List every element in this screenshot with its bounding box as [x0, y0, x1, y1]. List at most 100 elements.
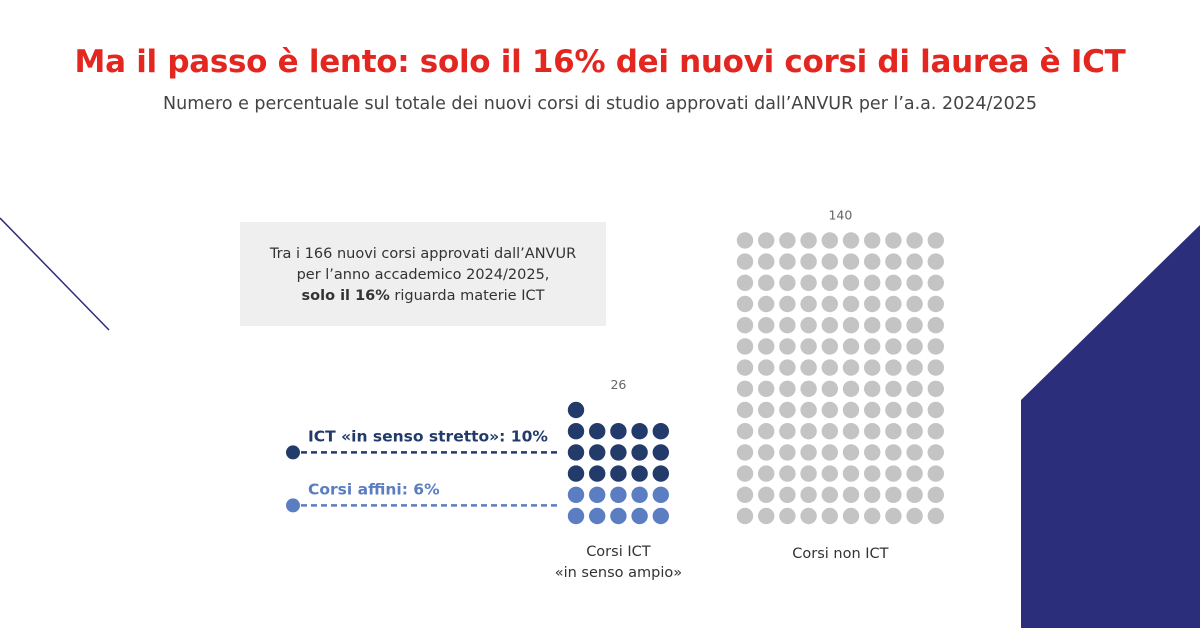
waffle-dot-non-ict [758, 274, 775, 291]
waffle-dot-non-ict [927, 507, 944, 525]
waffle-dot-non-ict [864, 423, 881, 440]
waffle-dot-non-ict [842, 380, 860, 397]
waffle-dot-non-ict [758, 338, 775, 355]
waffle-dot-non-ict [885, 295, 902, 313]
waffle-dot-ict-affini [631, 507, 648, 525]
waffle-dot-non-ict [885, 359, 902, 376]
waffle-dot-non-ict [906, 274, 923, 291]
waffle-dot-non-ict [842, 401, 860, 419]
waffle-dot-ict-affini [652, 507, 669, 525]
waffle-dot-non-ict [906, 465, 923, 482]
waffle-dot-ict-stretto [631, 465, 648, 482]
waffle-dot-non-ict [906, 507, 923, 525]
waffle-dot-non-ict [736, 338, 754, 355]
waffle-dot-non-ict [885, 317, 902, 334]
waffle-dot-ict-affini [610, 507, 627, 525]
waffle-dot-ict-affini [631, 486, 648, 503]
waffle-dot-non-ict [800, 253, 817, 270]
waffle-dot-non-ict [842, 507, 860, 525]
waffle-dot-non-ict [800, 423, 817, 440]
waffle-dot-non-ict [758, 465, 775, 482]
legend-marker [286, 498, 300, 513]
waffle-dot-non-ict [842, 486, 860, 503]
legend-label: Corsi affini: 6% [308, 480, 440, 498]
waffle-dot-non-ict [864, 317, 881, 334]
waffle-dot-non-ict [906, 338, 923, 355]
waffle-dot-non-ict [906, 380, 923, 397]
waffle-dot-non-ict [758, 444, 775, 461]
waffle-dot-non-ict [906, 444, 923, 461]
waffle-dot-non-ict [927, 401, 944, 419]
waffle-dot-non-ict [800, 465, 817, 482]
waffle-dot-non-ict [885, 232, 902, 249]
waffle-dot-non-ict [779, 465, 796, 482]
waffle-dot-non-ict [821, 401, 838, 419]
waffle-dot-non-ict [927, 444, 944, 461]
waffle-dot-non-ict [885, 423, 902, 440]
callout-box: Tra i 166 nuovi corsi approvati dall’ANV… [240, 222, 606, 326]
waffle-dot-ict-affini [589, 507, 606, 525]
waffle-dot-non-ict [779, 423, 796, 440]
waffle-dot-non-ict [736, 317, 754, 334]
waffle-dot-non-ict [736, 465, 754, 482]
waffle-dot-non-ict [864, 232, 881, 249]
waffle-dot-non-ict [736, 401, 754, 419]
callout-line-3-rest: riguarda materie ICT [389, 288, 545, 304]
waffle-dot-non-ict [842, 274, 860, 291]
waffle-dot-non-ict [821, 317, 838, 334]
waffle-dot-non-ict [864, 359, 881, 376]
waffle-dot-non-ict [821, 486, 838, 503]
waffle-dot-non-ict [800, 232, 817, 249]
waffle-dot-non-ict [864, 338, 881, 355]
waffle-dot-non-ict [821, 465, 838, 482]
group-total-label: 26 [610, 377, 626, 392]
waffle-dot-non-ict [779, 232, 796, 249]
waffle-dot-non-ict [842, 465, 860, 482]
waffle-dot-non-ict [758, 359, 775, 376]
waffle-dot-non-ict [800, 507, 817, 525]
waffle-dot-non-ict [927, 317, 944, 334]
waffle-dot-non-ict [736, 253, 754, 270]
waffle-dot-non-ict [800, 380, 817, 397]
waffle-dot-non-ict [821, 295, 838, 313]
waffle-dot-non-ict [885, 338, 902, 355]
waffle-dot-non-ict [927, 423, 944, 440]
waffle-dot-non-ict [800, 338, 817, 355]
waffle-dot-non-ict [821, 423, 838, 440]
waffle-dot-non-ict [821, 232, 838, 249]
waffle-dot-non-ict [779, 274, 796, 291]
waffle-dot-non-ict [821, 253, 838, 270]
waffle-dot-non-ict [736, 232, 754, 249]
waffle-dot-ict-stretto [652, 444, 669, 461]
waffle-dot-ict-stretto [652, 423, 669, 440]
waffle-dot-non-ict [800, 444, 817, 461]
waffle-dot-ict-stretto [610, 444, 627, 461]
waffle-dot-non-ict [864, 486, 881, 503]
waffle-dot-non-ict [906, 423, 923, 440]
waffle-dot-non-ict [927, 359, 944, 376]
waffle-dot-non-ict [864, 507, 881, 525]
waffle-dot-non-ict [758, 486, 775, 503]
waffle-dot-non-ict [927, 295, 944, 313]
waffle-dot-non-ict [800, 274, 817, 291]
group-label: Corsi ICT [586, 544, 651, 560]
waffle-dot-non-ict [779, 295, 796, 313]
waffle-dot-non-ict [779, 380, 796, 397]
waffle-dot-ict-stretto [610, 465, 627, 482]
waffle-dot-non-ict [758, 507, 775, 525]
waffle-dot-non-ict [906, 232, 923, 249]
waffle-dot-non-ict [842, 338, 860, 355]
group-label: Corsi non ICT [792, 546, 888, 562]
waffle-dot-non-ict [800, 401, 817, 419]
waffle-dot-non-ict [736, 274, 754, 291]
waffle-dot-non-ict [821, 507, 838, 525]
waffle-dot-ict-stretto [567, 465, 585, 482]
waffle-dot-non-ict [842, 317, 860, 334]
waffle-dot-non-ict [885, 507, 902, 525]
waffle-dot-non-ict [885, 401, 902, 419]
waffle-dot-non-ict [821, 359, 838, 376]
waffle-dot-non-ict [800, 317, 817, 334]
waffle-dot-non-ict [885, 444, 902, 461]
waffle-dot-ict-stretto [589, 423, 606, 440]
waffle-dot-non-ict [779, 486, 796, 503]
